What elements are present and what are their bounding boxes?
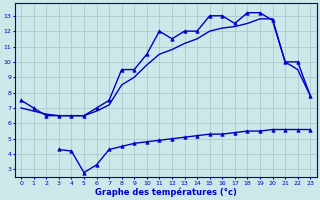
X-axis label: Graphe des températures (°c): Graphe des températures (°c) bbox=[95, 187, 236, 197]
